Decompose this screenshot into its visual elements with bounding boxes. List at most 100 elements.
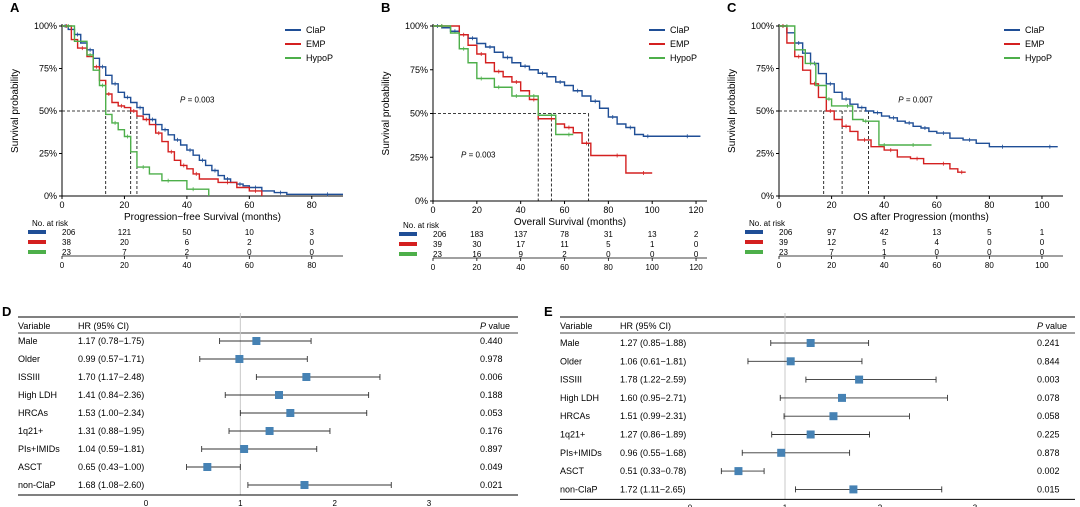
y-tick-label: 25% [756,149,774,159]
risk-count: 2 [562,250,567,259]
row-hr-ci: 1.31 (0.88−1.95) [78,426,144,436]
header-hr: HR (95% CI) [620,321,671,331]
header-p-value: P value [480,321,510,331]
risk-count: 23 [433,250,442,259]
risk-count: 23 [779,248,788,257]
row-p-value: 0.058 [1037,411,1060,421]
row-variable: 1q21+ [18,426,43,436]
forest-panel-D: D Variable HR (95% CI) P value Male 1.17 (0.7… [2,304,518,507]
p-value-text: P = 0.003 [180,96,215,105]
x-tick-label: 60 [932,200,942,210]
header-variable: Variable [18,321,50,331]
hr-point-box [275,391,284,399]
risk-axis-tick-label: 100 [646,263,660,272]
risk-count: 97 [827,228,836,237]
hr-point-box [203,463,212,471]
hr-point-box [265,427,274,435]
hr-point-box [838,393,846,402]
x-tick-label: 40 [879,200,889,210]
risk-swatch-EMP [745,240,763,244]
forest-x-tick-label: 0 [688,503,693,507]
p-symbol: P [180,96,186,105]
x-axis-label: OS after Progression (months) [853,212,989,223]
y-axis-label: Survival probability [727,69,738,153]
risk-count: 30 [472,240,481,249]
risk-swatch-HypoP [28,250,46,254]
forest-x-tick-label: 0 [144,499,149,507]
risk-table-header: No. at risk [749,219,786,228]
row-hr-ci: 0.65 (0.43−1.00) [78,462,144,472]
row-variable: HRCAs [560,411,591,421]
y-tick-label: 50% [756,106,774,116]
row-p-value: 0.188 [480,390,503,400]
row-p-value: 0.878 [1037,448,1060,458]
risk-count: 0 [935,248,940,257]
hr-point-box [734,467,743,476]
legend-label-HypoP: HypoP [670,53,697,63]
risk-swatch-EMP [28,240,46,244]
header-variable: Variable [560,321,592,331]
y-tick-label: 50% [410,109,428,119]
risk-axis-tick-label: 60 [932,261,941,270]
risk-axis-tick-label: 0 [60,261,65,270]
hr-point-box [235,355,244,363]
risk-count: 16 [472,250,481,259]
hr-point-box [252,337,261,345]
row-p-value: 0.006 [480,372,503,382]
x-tick-label: 40 [182,200,192,210]
row-p-value: 0.003 [1037,375,1060,385]
row-variable: Male [560,338,580,348]
row-p-value: 0.176 [480,426,503,436]
row-variable: non-ClaP [18,480,56,490]
row-p-value: 0.053 [480,408,503,418]
p-symbol: P [898,96,904,105]
row-p-value: 0.002 [1037,466,1060,476]
risk-count: 7 [122,248,127,257]
x-axis-label: Progression−free Survival (months) [124,212,281,223]
x-tick-label: 0 [430,205,435,215]
risk-axis-tick-label: 40 [880,261,889,270]
row-p-value: 0.241 [1037,338,1060,348]
risk-count: 17 [516,240,525,249]
row-hr-ci: 1.51 (0.99−2.31) [620,411,686,421]
x-tick-label: 80 [984,200,994,210]
risk-count: 13 [932,228,941,237]
p-symbol: P [1037,321,1043,331]
p-suffix: value [486,321,510,331]
x-tick-label: 20 [827,200,837,210]
hr-point-box [786,357,795,366]
row-variable: Male [18,336,38,346]
risk-count: 3 [310,228,315,237]
hr-point-box [806,430,815,439]
risk-count: 38 [62,238,71,247]
row-hr-ci: 1.53 (1.00−2.34) [78,408,144,418]
risk-count: 9 [518,250,523,259]
x-tick-label: 60 [244,200,254,210]
header-hr: HR (95% CI) [78,321,129,331]
p-value-text: P = 0.007 [898,96,933,105]
y-tick-label: 25% [39,149,57,159]
row-p-value: 0.978 [480,354,503,364]
y-tick-label: 75% [39,64,57,74]
p-suffix: value [1043,321,1067,331]
x-tick-label: 40 [516,205,526,215]
risk-count: 20 [120,238,129,247]
risk-swatch-ClaP [745,230,763,234]
risk-count: 0 [987,248,992,257]
risk-count: 2 [247,238,252,247]
row-variable: Older [560,356,582,366]
legend-label-EMP: EMP [1025,39,1045,49]
risk-count: 11 [560,240,569,249]
row-hr-ci: 0.51 (0.33−0.78) [620,466,686,476]
risk-count: 42 [880,228,889,237]
risk-count: 1 [882,248,887,257]
y-axis-label: Survival probability [10,69,21,153]
p-value: = 0.007 [904,96,934,105]
forest-x-tick-label: 3 [973,503,978,507]
y-tick-label: 50% [39,106,57,116]
row-hr-ci: 1.60 (0.95−2.71) [620,393,686,403]
risk-swatch-EMP [399,242,417,246]
x-tick-label: 120 [689,205,704,215]
